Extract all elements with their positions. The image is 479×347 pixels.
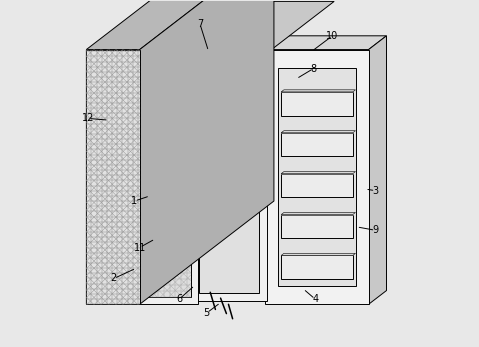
- Circle shape: [249, 51, 255, 57]
- Text: 3: 3: [372, 186, 378, 196]
- Polygon shape: [281, 212, 355, 214]
- Polygon shape: [281, 214, 353, 238]
- Polygon shape: [265, 50, 368, 304]
- Polygon shape: [281, 92, 353, 116]
- Polygon shape: [136, 156, 191, 196]
- Text: 6: 6: [176, 294, 182, 304]
- Polygon shape: [281, 174, 353, 197]
- Circle shape: [256, 48, 262, 54]
- Text: 7: 7: [197, 19, 203, 29]
- Polygon shape: [281, 133, 353, 156]
- Polygon shape: [133, 245, 191, 287]
- Polygon shape: [281, 255, 353, 279]
- Text: 12: 12: [82, 113, 94, 124]
- Polygon shape: [140, 0, 274, 304]
- Circle shape: [135, 55, 143, 63]
- Polygon shape: [133, 53, 198, 304]
- Text: 11: 11: [134, 243, 146, 253]
- Polygon shape: [278, 68, 355, 286]
- Polygon shape: [191, 1, 334, 53]
- Text: 1: 1: [131, 196, 137, 206]
- Circle shape: [135, 295, 143, 302]
- Polygon shape: [134, 196, 195, 217]
- Polygon shape: [281, 90, 355, 92]
- Circle shape: [138, 76, 145, 83]
- Text: 5: 5: [204, 308, 210, 318]
- Polygon shape: [138, 62, 195, 81]
- Circle shape: [135, 210, 141, 216]
- Polygon shape: [140, 61, 191, 297]
- Circle shape: [136, 165, 142, 171]
- Polygon shape: [199, 61, 260, 293]
- Polygon shape: [281, 172, 355, 174]
- Polygon shape: [281, 131, 355, 133]
- Polygon shape: [133, 240, 195, 262]
- Polygon shape: [368, 36, 387, 304]
- Polygon shape: [86, 50, 140, 304]
- Polygon shape: [134, 201, 191, 242]
- Circle shape: [137, 121, 144, 127]
- Polygon shape: [136, 151, 195, 171]
- Text: 2: 2: [111, 273, 117, 283]
- Polygon shape: [133, 0, 310, 53]
- Circle shape: [133, 254, 139, 260]
- Polygon shape: [137, 107, 195, 126]
- Polygon shape: [86, 0, 274, 50]
- Polygon shape: [191, 53, 267, 301]
- Polygon shape: [281, 253, 355, 255]
- Text: 8: 8: [310, 64, 317, 74]
- Text: 10: 10: [326, 31, 339, 41]
- Text: 4: 4: [312, 294, 318, 304]
- Polygon shape: [265, 36, 387, 50]
- Polygon shape: [138, 67, 191, 105]
- Text: 9: 9: [372, 225, 378, 235]
- Polygon shape: [137, 112, 191, 151]
